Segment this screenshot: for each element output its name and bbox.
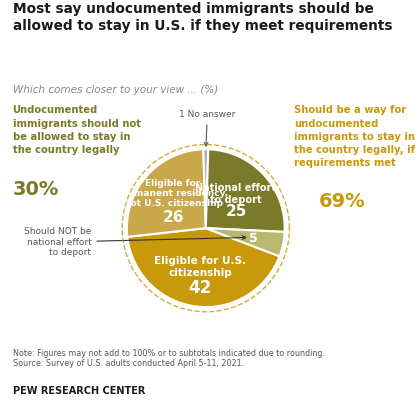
- Text: Note: Figures may not add to 100% or to subtotals indicated due to rounding.
Sou: Note: Figures may not add to 100% or to …: [13, 349, 325, 368]
- Text: Eligible for
permanent residency,
not U.S. citizenship: Eligible for permanent residency, not U.…: [118, 178, 228, 208]
- Wedge shape: [203, 149, 208, 228]
- Wedge shape: [127, 228, 280, 307]
- Text: 5: 5: [249, 232, 258, 244]
- Text: Should NOT be
national effort
to deport: Should NOT be national effort to deport: [24, 227, 246, 257]
- Text: 30%: 30%: [13, 180, 59, 199]
- Text: Eligible for U.S.
citizenship: Eligible for U.S. citizenship: [154, 256, 246, 278]
- Text: Most say undocumented immigrants should be
allowed to stay in U.S. if they meet : Most say undocumented immigrants should …: [13, 2, 392, 33]
- Text: PEW RESEARCH CENTER: PEW RESEARCH CENTER: [13, 386, 145, 396]
- Text: 1 No answer: 1 No answer: [179, 110, 236, 146]
- Text: National effort
to deport: National effort to deport: [195, 183, 276, 205]
- Wedge shape: [127, 149, 206, 237]
- Wedge shape: [206, 228, 285, 256]
- Text: Undocumented
immigrants should not
be allowed to stay in
the country legally: Undocumented immigrants should not be al…: [13, 105, 141, 155]
- Text: Should be a way for
undocumented
immigrants to stay in
the country legally, if
r: Should be a way for undocumented immigra…: [294, 105, 415, 168]
- Text: 25: 25: [225, 204, 247, 219]
- Text: 69%: 69%: [319, 192, 366, 211]
- Text: Which comes closer to your view ... (%): Which comes closer to your view ... (%): [13, 85, 218, 95]
- Text: 26: 26: [162, 209, 184, 225]
- Wedge shape: [206, 149, 285, 232]
- Text: 42: 42: [189, 279, 212, 297]
